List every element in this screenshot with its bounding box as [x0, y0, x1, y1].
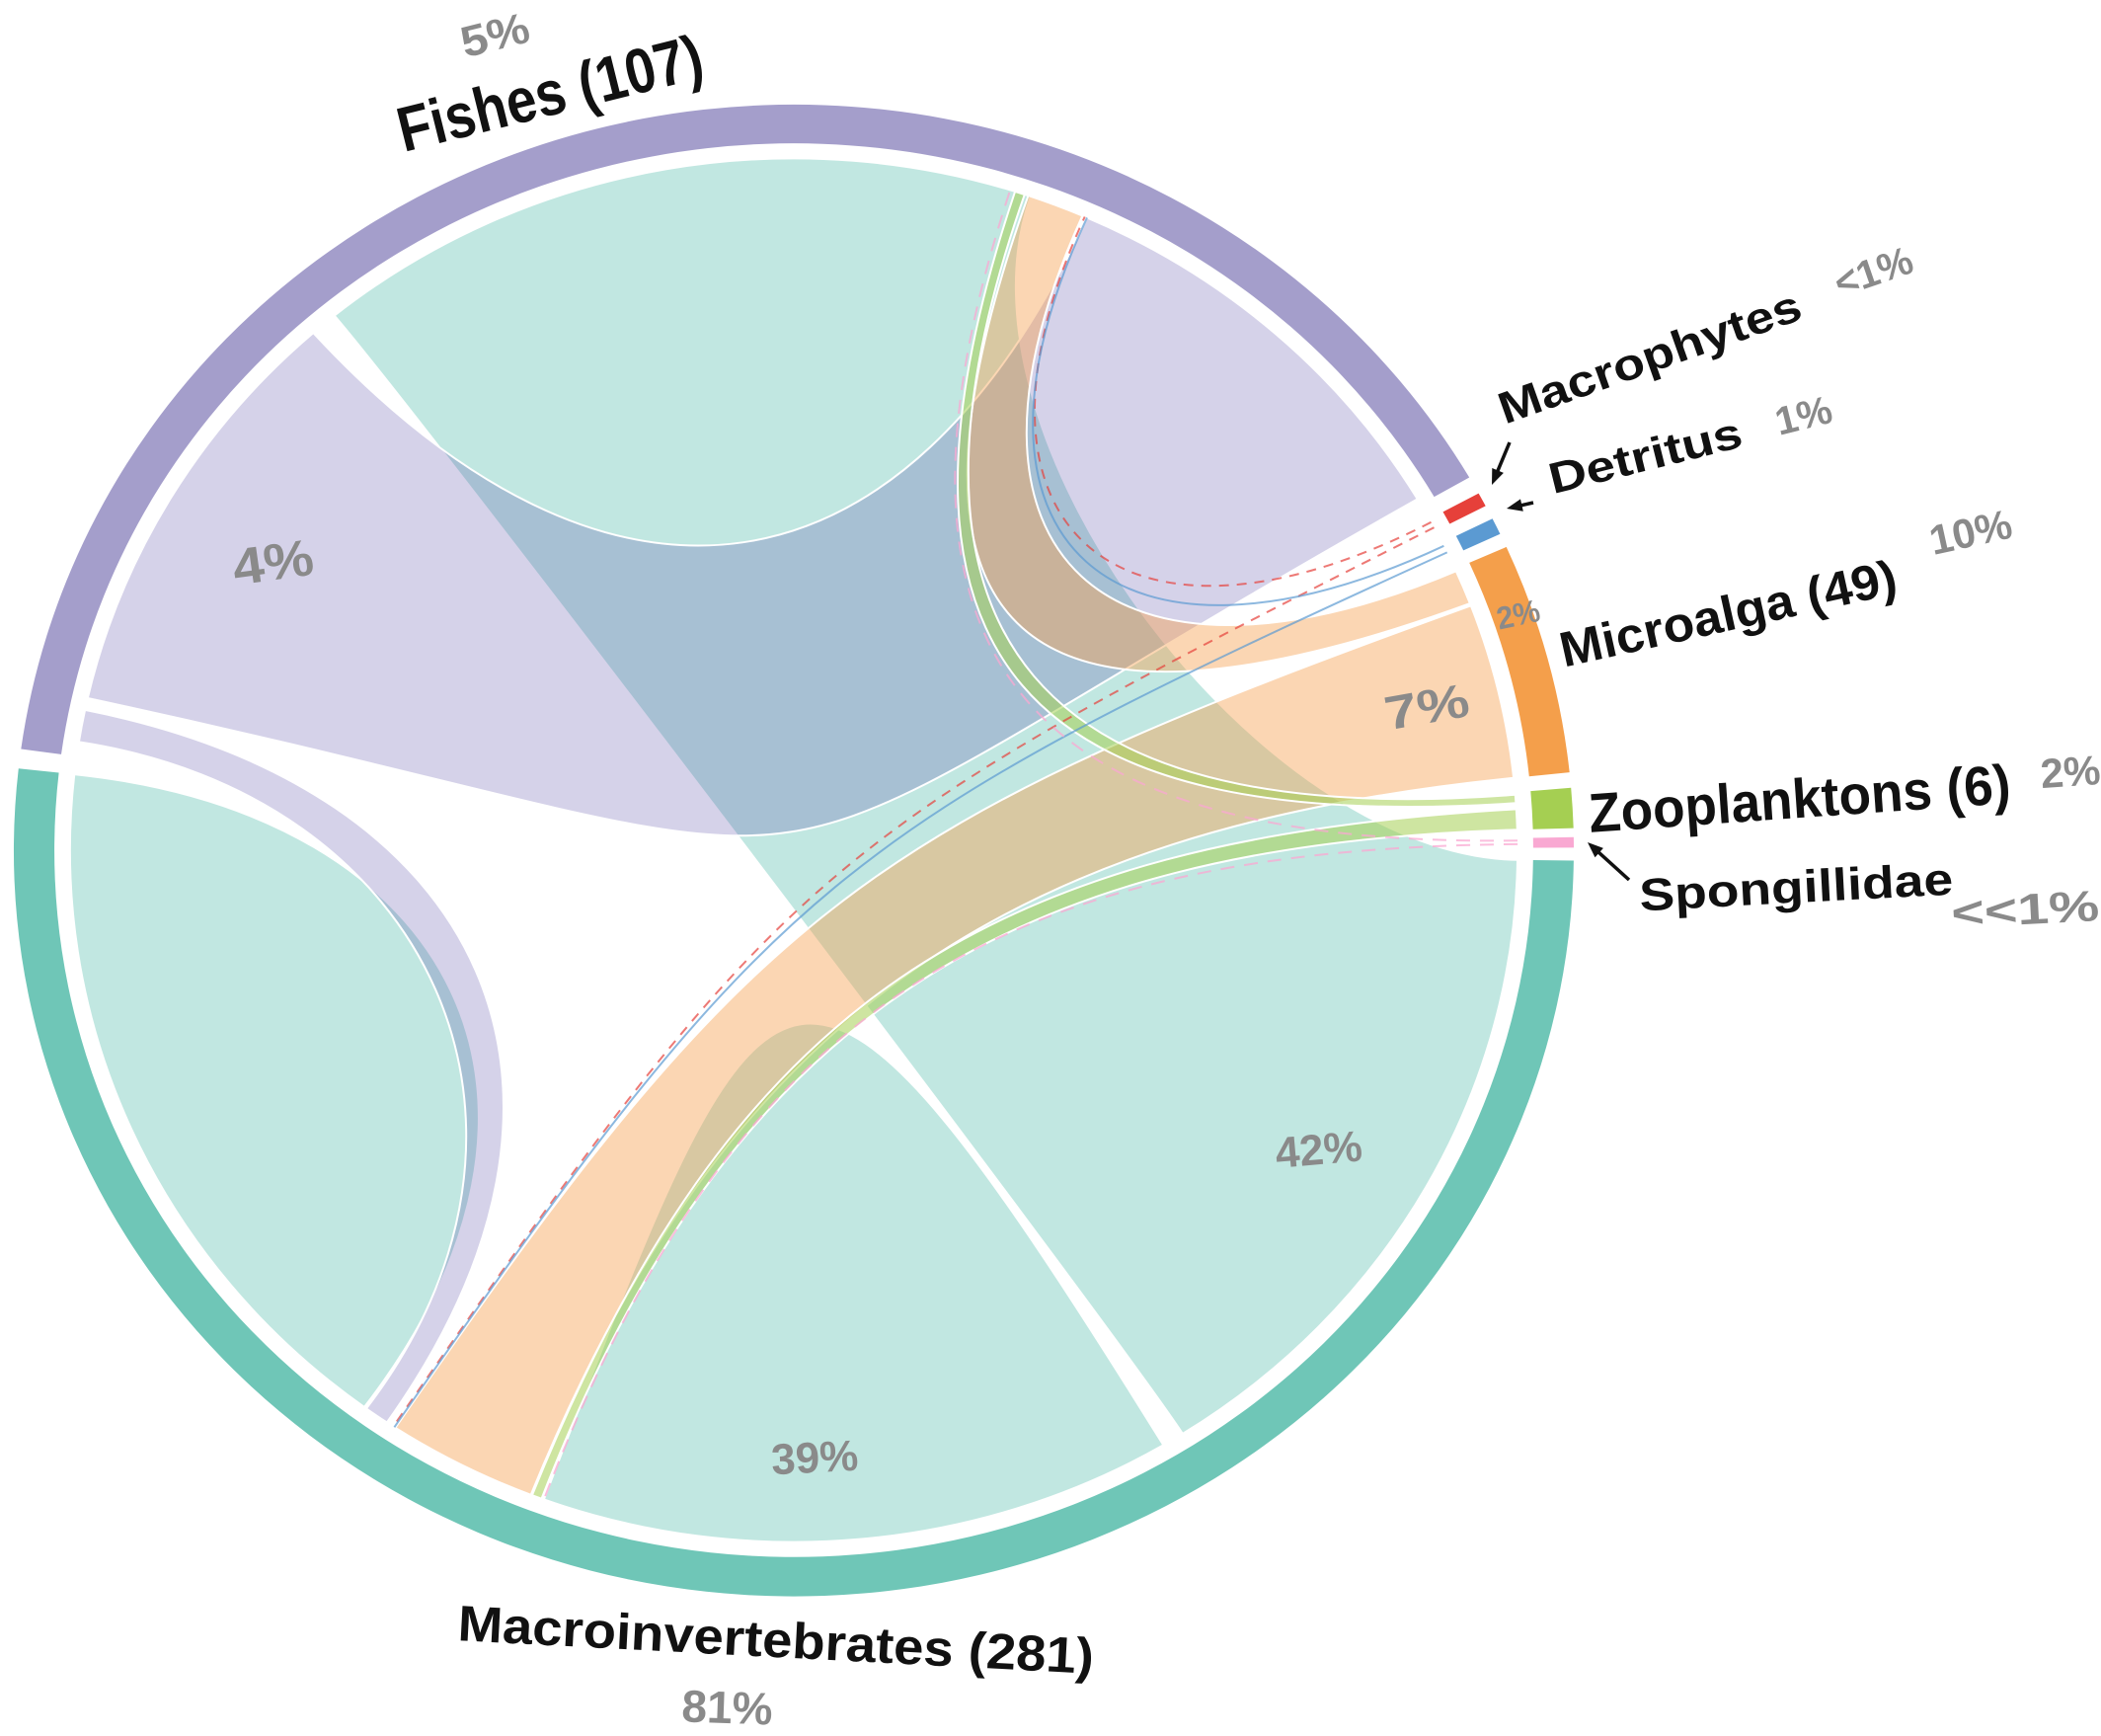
svg-text:<<1%: <<1% — [1950, 882, 2100, 938]
svg-text:2%: 2% — [1493, 592, 1543, 636]
svg-text:42%: 42% — [1274, 1122, 1364, 1177]
svg-text:2%: 2% — [2039, 747, 2101, 797]
svg-text:39%: 39% — [770, 1432, 859, 1485]
svg-text:4%: 4% — [229, 529, 317, 597]
svg-text:81%: 81% — [681, 1680, 774, 1731]
